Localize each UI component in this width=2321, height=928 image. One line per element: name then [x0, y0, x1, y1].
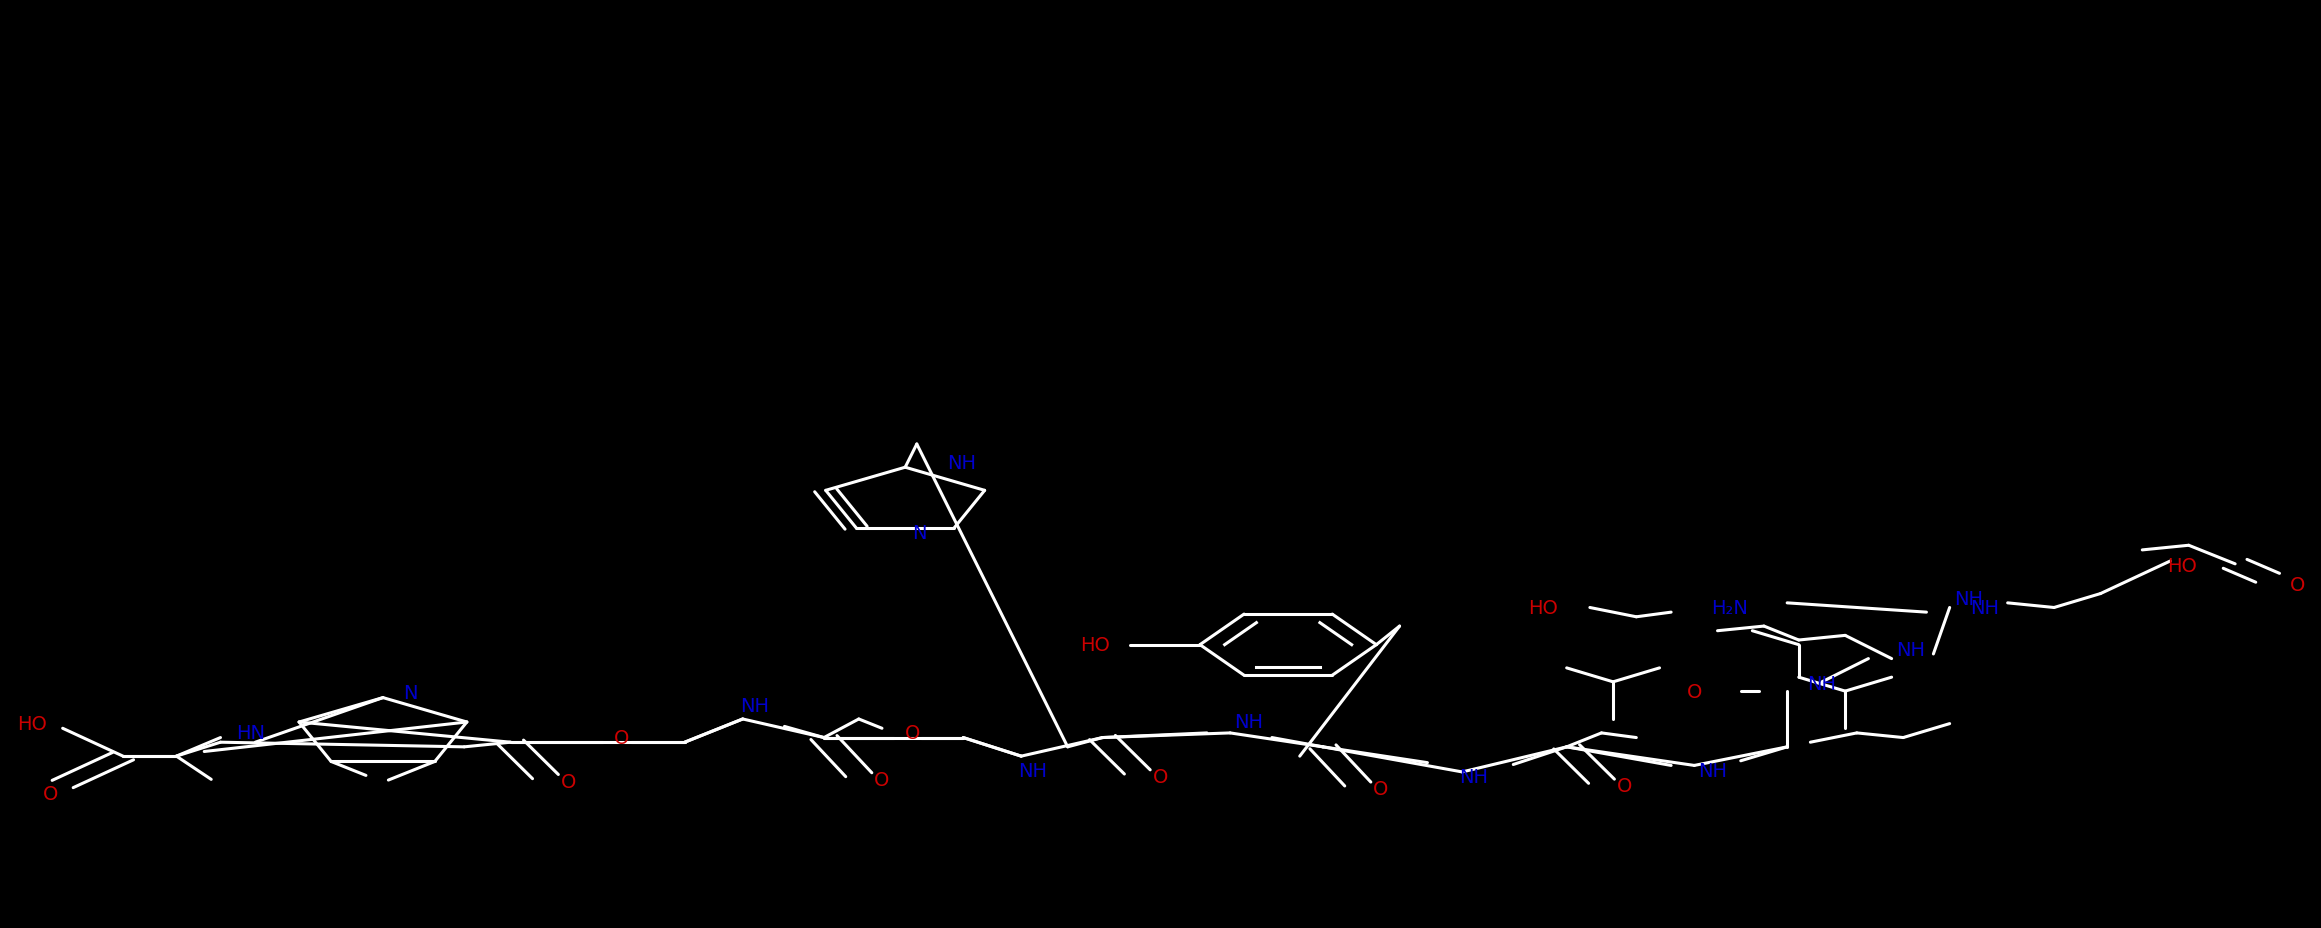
Text: O: O	[1618, 777, 1632, 795]
Text: NH: NH	[1896, 640, 1924, 659]
Text: HO: HO	[1082, 636, 1109, 654]
Text: O: O	[1374, 780, 1388, 798]
Text: HO: HO	[19, 715, 46, 733]
Text: O: O	[44, 784, 58, 803]
Text: O: O	[905, 724, 919, 742]
Text: NH: NH	[1971, 599, 1998, 617]
Text: NH: NH	[1954, 589, 1982, 608]
Text: NH: NH	[1235, 713, 1263, 731]
Text: O: O	[2291, 575, 2305, 594]
Text: O: O	[875, 770, 889, 789]
Text: NH: NH	[1808, 675, 1836, 693]
Text: HO: HO	[2168, 557, 2196, 575]
Text: N: N	[404, 684, 418, 702]
Text: NH: NH	[1699, 761, 1727, 780]
Text: NH: NH	[947, 454, 975, 472]
Text: O: O	[615, 728, 629, 747]
Text: NH: NH	[1460, 767, 1488, 786]
Text: O: O	[1154, 767, 1167, 786]
Text: HN: HN	[237, 724, 265, 742]
Text: H₂N: H₂N	[1711, 599, 1748, 617]
Text: NH: NH	[1019, 761, 1047, 780]
Text: N: N	[912, 523, 926, 542]
Text: O: O	[562, 772, 576, 791]
Text: HO: HO	[1530, 599, 1557, 617]
Text: NH: NH	[740, 696, 768, 715]
Text: O: O	[1687, 682, 1701, 701]
